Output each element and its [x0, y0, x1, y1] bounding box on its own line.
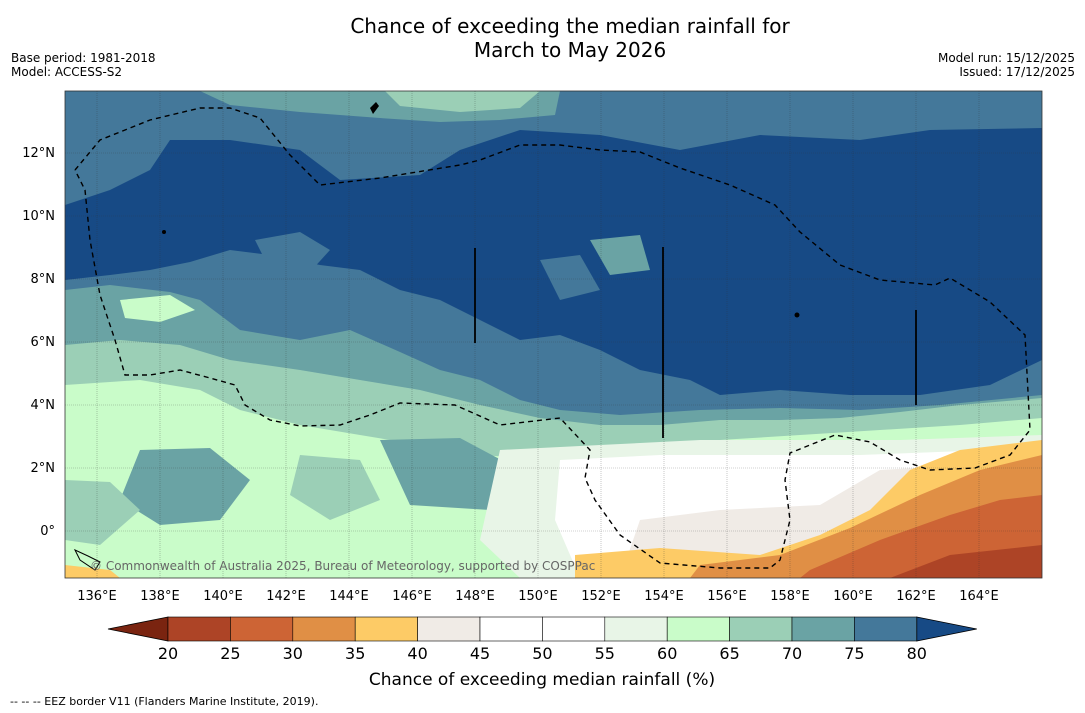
colorbar-segment	[542, 616, 606, 642]
lon-label-154e: 154°E	[644, 589, 684, 604]
colorbar-tick-label: 50	[532, 644, 552, 663]
field-60-patch-a	[120, 295, 195, 322]
colorbar-segment	[167, 616, 231, 642]
lon-label-142e: 142°E	[266, 589, 306, 604]
footer-note: -- -- -- EEZ border V11 (Flanders Marine…	[10, 695, 319, 708]
field-70-patch-c	[380, 438, 520, 510]
colorbar-tick-label: 30	[283, 644, 303, 663]
issued-date: Issued: 17/12/2025	[959, 65, 1075, 79]
colorbar-segment	[791, 616, 855, 642]
colorbar-title: Chance of exceeding median rainfall (%)	[369, 670, 715, 690]
lat-label-10n: 10°N	[22, 209, 55, 224]
colorbar-tick-label: 40	[407, 644, 427, 663]
colorbar-segment	[354, 616, 418, 642]
field-40-southwest	[65, 565, 120, 578]
colorbar-segment	[417, 616, 481, 642]
colorbar-segment	[230, 616, 294, 642]
map-frame	[64, 90, 1043, 579]
colorbar-segment	[729, 616, 793, 642]
lon-label-164e: 164°E	[959, 589, 999, 604]
field-75-patch-b	[540, 255, 600, 300]
field-65-patch-c	[65, 480, 140, 545]
lon-label-136e: 136°E	[77, 589, 117, 604]
colorbar-tick-label: 45	[470, 644, 490, 663]
colorbar-tick-label: 25	[220, 644, 240, 663]
colorbar-tick-label: 75	[844, 644, 864, 663]
field-70-patch-a	[590, 235, 650, 275]
islands	[73, 102, 800, 571]
lon-label-152e: 152°E	[581, 589, 621, 604]
colorbar-segment	[666, 616, 730, 642]
lat-label-6n: 6°N	[31, 335, 56, 350]
rainfall-field	[65, 91, 1042, 578]
colorbar-tick-label: 55	[595, 644, 615, 663]
colorbar-lower-extension	[107, 616, 169, 642]
colorbar-segment	[854, 616, 918, 642]
meta-right: Model run: 15/12/2025 Issued: 17/12/2025	[938, 51, 1075, 79]
colorbar-segment	[479, 616, 543, 642]
field-65-patch-b	[290, 455, 380, 520]
field-70-patch-b	[120, 448, 250, 525]
colorbar-tick-label: 20	[158, 644, 178, 663]
colorbar-tick-label: 60	[657, 644, 677, 663]
lon-label-146e: 146°E	[392, 589, 432, 604]
field-75-patch-a	[255, 232, 330, 272]
lon-label-162e: 162°E	[896, 589, 936, 604]
copyright-text: © Commonwealth of Australia 2025, Bureau…	[90, 559, 595, 573]
lat-label-2n: 2°N	[31, 461, 56, 476]
lon-label-148e: 148°E	[455, 589, 495, 604]
lat-label-0: 0°	[40, 524, 55, 539]
base-period: Base period: 1981-2018	[11, 51, 156, 65]
title-line-1: Chance of exceeding the median rainfall …	[350, 14, 790, 38]
lat-label-4n: 4°N	[31, 398, 56, 413]
field-65-north	[385, 91, 540, 112]
colorbar: 20 25 30 35 40 45 50 55 60 65 70 75 80	[107, 616, 977, 663]
lon-label-150e: 150°E	[518, 589, 558, 604]
map-title: Chance of exceeding the median rainfall …	[0, 14, 1085, 62]
colorbar-tick-label: 80	[907, 644, 927, 663]
solid-boundary-segments	[474, 247, 917, 438]
colorbar-upper-extension	[916, 616, 977, 642]
colorbar-segment	[292, 616, 356, 642]
colorbar-tick-label: 65	[719, 644, 739, 663]
lon-label-156e: 156°E	[707, 589, 747, 604]
longitude-labels: 136°E 138°E 140°E 142°E 144°E 146°E 148°…	[77, 589, 999, 604]
colorbar-tick-label: 70	[782, 644, 802, 663]
lat-label-8n: 8°N	[31, 272, 56, 287]
lon-label-158e: 158°E	[770, 589, 810, 604]
colorbar-segment	[604, 616, 668, 642]
lon-label-138e: 138°E	[140, 589, 180, 604]
lat-label-12n: 12°N	[22, 146, 55, 161]
lon-label-160e: 160°E	[833, 589, 873, 604]
latitude-labels: 12°N 10°N 8°N 6°N 4°N 2°N 0°	[22, 146, 55, 539]
title-line-2: March to May 2026	[473, 38, 667, 62]
model-name: Model: ACCESS-S2	[11, 65, 123, 79]
meta-left: Base period: 1981-2018 Model: ACCESS-S2	[11, 51, 156, 79]
graticule	[65, 91, 1042, 578]
lon-label-144e: 144°E	[329, 589, 369, 604]
colorbar-tick-label: 35	[345, 644, 365, 663]
lon-label-140e: 140°E	[203, 589, 243, 604]
model-run: Model run: 15/12/2025	[937, 51, 1075, 65]
field-25-southeast	[890, 545, 1042, 578]
